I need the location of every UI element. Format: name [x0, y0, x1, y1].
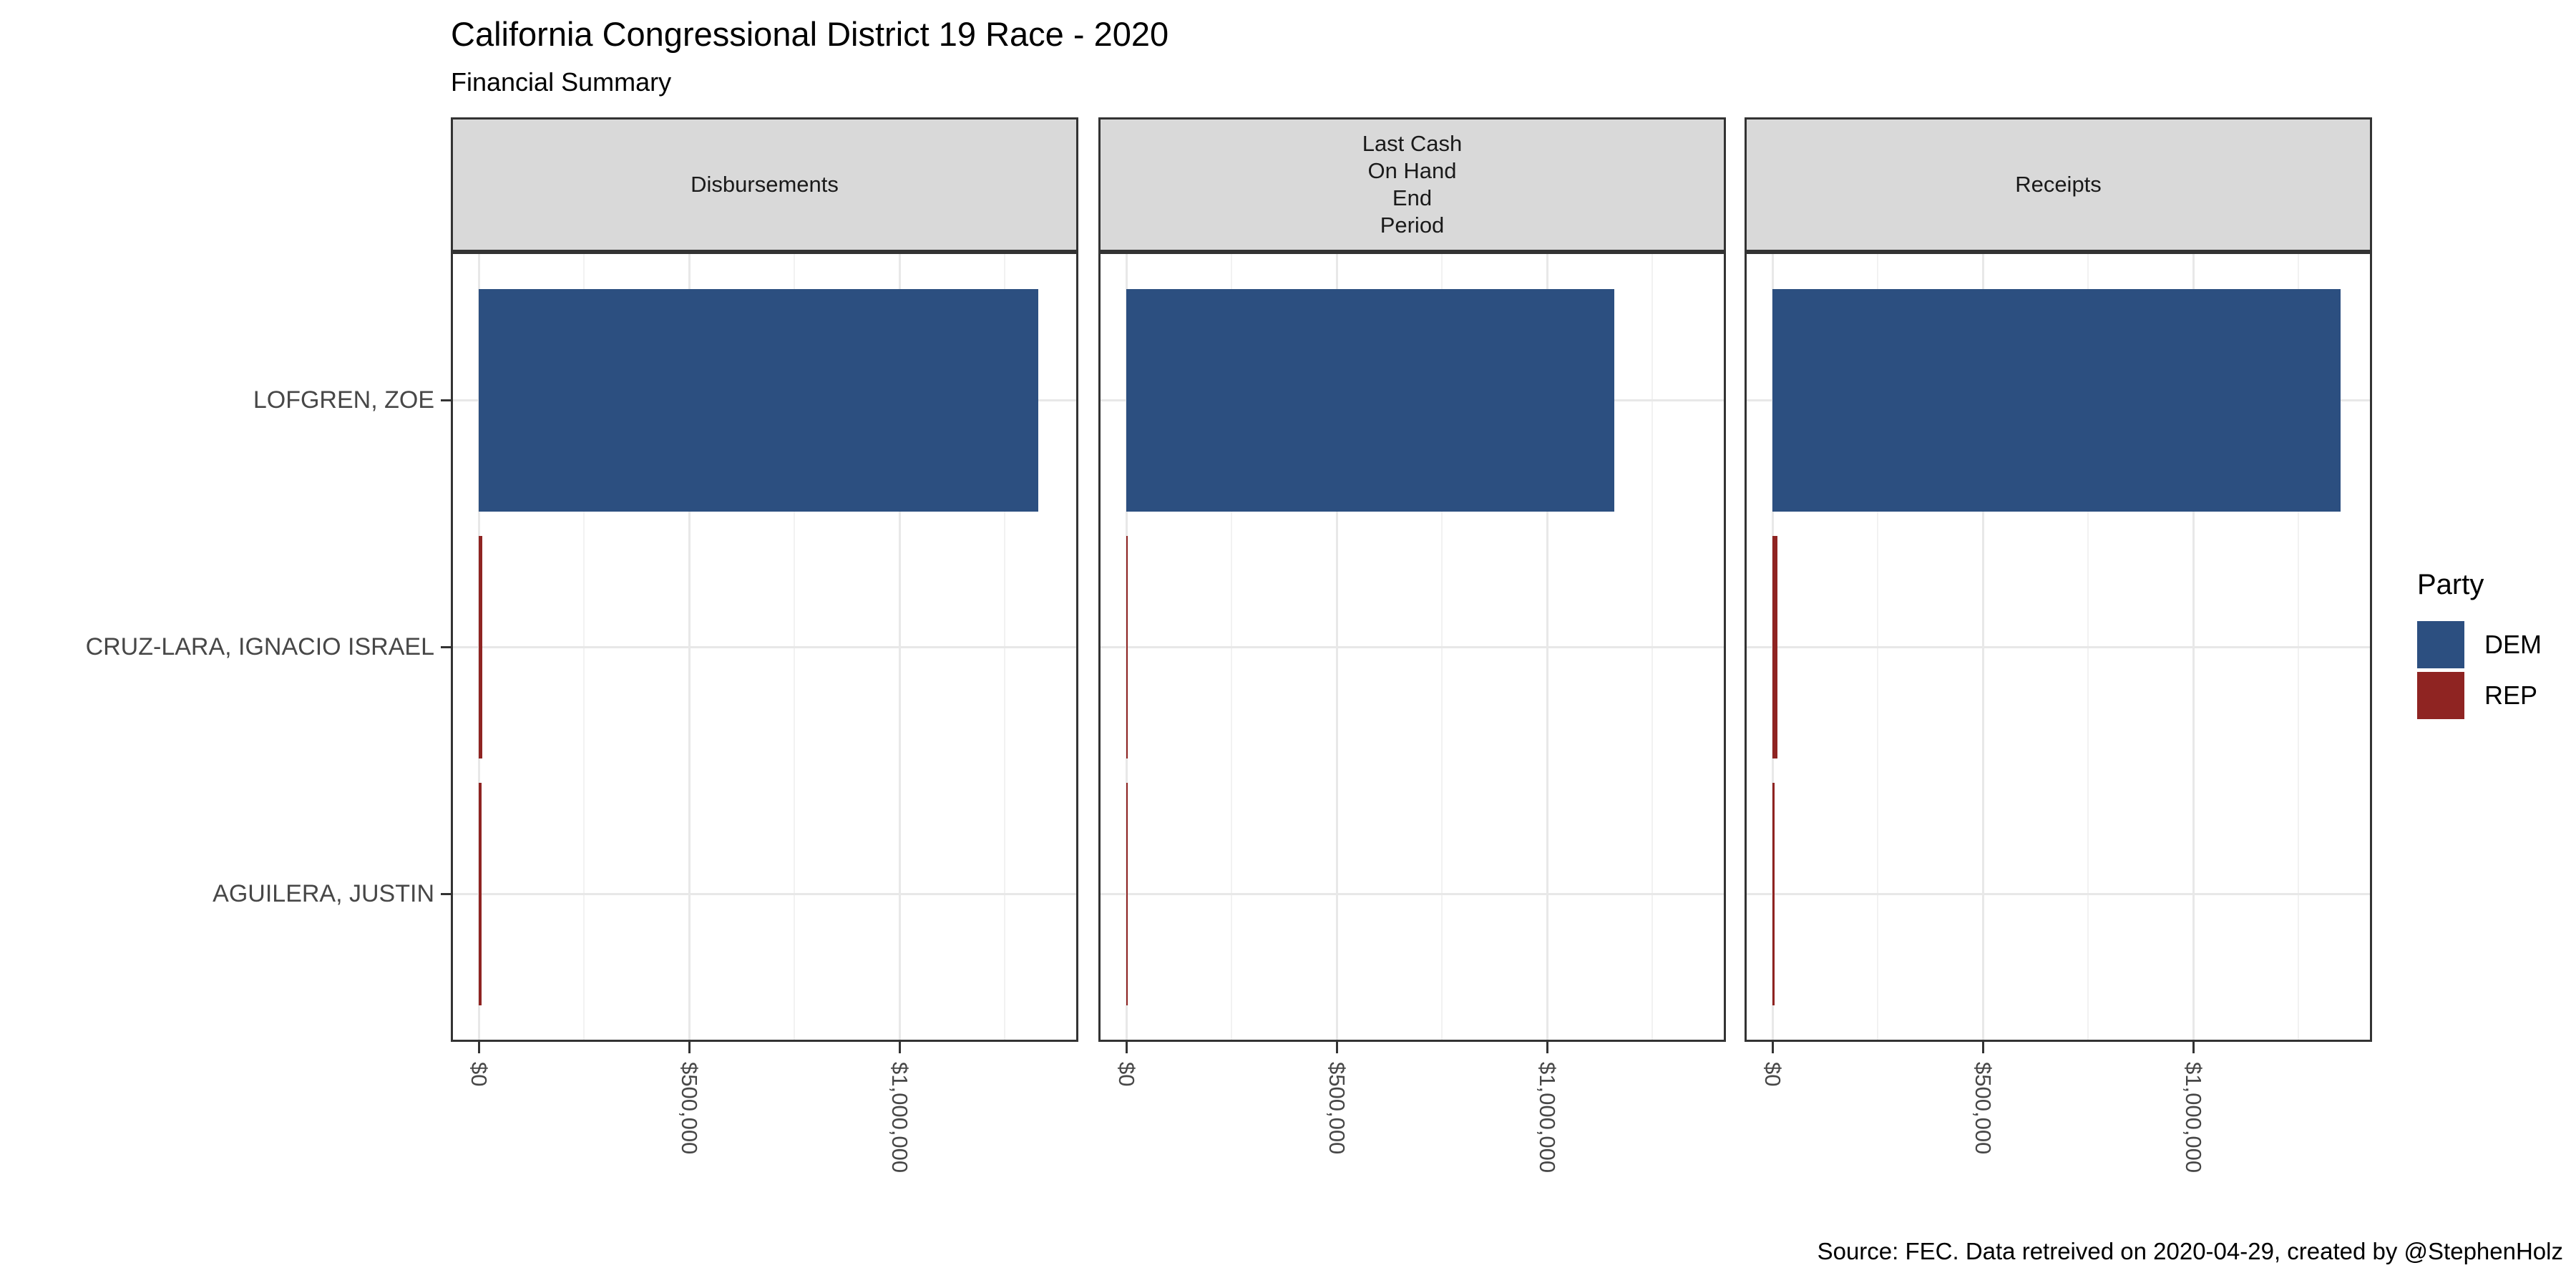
facet-panel — [1745, 252, 2372, 1042]
bar — [1772, 288, 2341, 512]
plot-title: California Congressional District 19 Rac… — [451, 15, 1169, 53]
facet-panel — [451, 252, 1078, 1042]
legend-entry: REP — [2417, 672, 2542, 719]
gridline-major-h — [1745, 645, 2372, 648]
legend-entry-label: REP — [2484, 680, 2538, 710]
facet-strip-label: Disbursements — [691, 172, 839, 197]
x-tick-label: $500,000 — [1324, 1062, 1350, 1155]
y-tick — [441, 645, 451, 648]
x-tick — [1335, 1042, 1338, 1053]
x-tick-label: $500,000 — [677, 1062, 703, 1155]
legend-entry-label: DEM — [2484, 630, 2542, 659]
bar — [479, 535, 483, 758]
bar — [1772, 535, 1778, 758]
y-axis-label: LOFGREN, ZOE — [253, 386, 434, 414]
x-tick — [2192, 1042, 2195, 1053]
bar — [1772, 782, 1775, 1005]
gridline-major-h — [1745, 892, 2372, 895]
y-tick — [441, 399, 451, 401]
legend: Party DEM REP — [2417, 569, 2542, 723]
x-tick-label: $0 — [1760, 1062, 1785, 1087]
x-tick — [477, 1042, 480, 1053]
legend-title: Party — [2417, 569, 2484, 600]
bar — [479, 782, 482, 1005]
x-tick — [1771, 1042, 1774, 1053]
x-tick-label: $500,000 — [1971, 1062, 1996, 1155]
facet-strip-label: Receipts — [2015, 172, 2102, 197]
legend-key-rep — [2417, 672, 2464, 719]
facet-strip: Disbursements — [451, 117, 1078, 252]
x-tick-label: $1,000,000 — [1535, 1062, 1561, 1174]
facet-strip: Receipts — [1745, 117, 2372, 252]
x-tick-label: $1,000,000 — [2181, 1062, 2207, 1174]
bar — [1126, 535, 1128, 758]
gridline-major-h — [451, 892, 1078, 895]
facet-panel — [1098, 252, 1726, 1042]
plot-subtitle: Financial Summary — [451, 67, 672, 97]
bar — [1126, 782, 1128, 1005]
legend-entry: DEM — [2417, 621, 2542, 668]
bar — [1126, 288, 1615, 512]
y-axis-label: AGUILERA, JUSTIN — [213, 880, 434, 907]
x-tick — [1981, 1042, 1984, 1053]
bar — [479, 288, 1039, 512]
x-tick-label: $1,000,000 — [887, 1062, 913, 1174]
y-tick — [441, 892, 451, 895]
x-tick-label: $0 — [467, 1062, 492, 1087]
legend-key-dem — [2417, 621, 2464, 668]
gridline-major-h — [1098, 645, 1726, 648]
x-tick — [898, 1042, 901, 1053]
x-tick — [688, 1042, 691, 1053]
legend-keys: DEM REP — [2417, 621, 2542, 719]
x-tick — [1125, 1042, 1128, 1053]
x-tick-label: $0 — [1114, 1062, 1139, 1087]
caption: Source: FEC. Data retreived on 2020-04-2… — [1817, 1238, 2563, 1264]
gridline-major-h — [1098, 892, 1726, 895]
y-axis-label: CRUZ-LARA, IGNACIO ISRAEL — [85, 633, 434, 660]
facet-strip: Last Cash On Hand End Period — [1098, 117, 1726, 252]
facet-strip-label: Last Cash On Hand End Period — [1362, 131, 1463, 238]
gridline-major-h — [451, 645, 1078, 648]
x-tick — [1546, 1042, 1548, 1053]
